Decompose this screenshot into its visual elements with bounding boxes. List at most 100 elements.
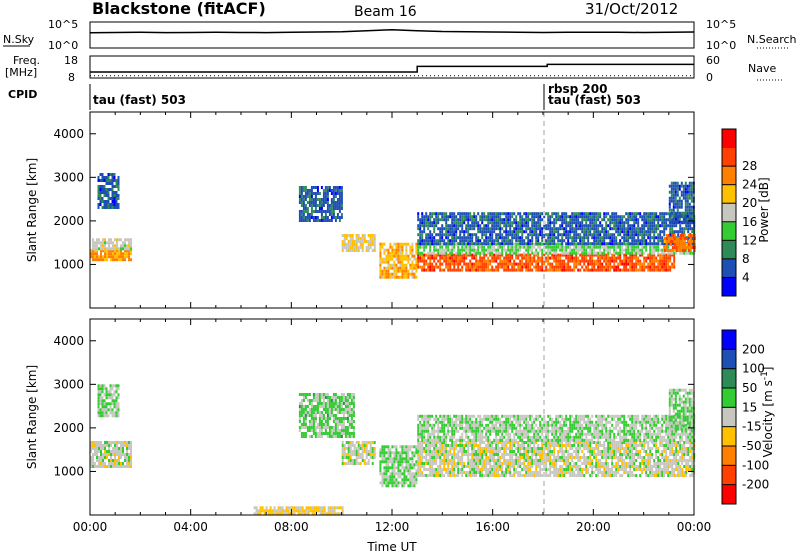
heatmap-cell	[443, 268, 446, 272]
heatmap-cell	[671, 237, 674, 240]
heatmap-cell	[457, 262, 460, 266]
heatmap-cell	[431, 441, 434, 444]
heatmap-cell	[312, 405, 315, 408]
heatmap-cell	[473, 456, 476, 459]
heatmap-cell	[413, 475, 416, 479]
heatmap-cell	[659, 262, 662, 266]
heatmap-cell	[617, 221, 620, 225]
heatmap-cell	[316, 192, 319, 195]
heatmap-cell	[306, 210, 309, 213]
heatmap-cell	[621, 230, 624, 234]
heatmap-cell	[310, 426, 313, 429]
heatmap-cell	[403, 484, 406, 488]
heatmap-cell	[340, 201, 343, 204]
heatmap-cell	[409, 263, 412, 267]
heatmap-cell	[563, 262, 566, 266]
heatmap-cell	[117, 197, 120, 200]
heatmap-cell	[385, 475, 388, 479]
heatmap-cell	[326, 201, 329, 204]
heatmap-cell	[433, 212, 436, 216]
heatmap-cell	[531, 256, 534, 260]
heatmap-cell	[445, 441, 448, 444]
heatmap-cell	[417, 459, 420, 462]
heatmap-cell	[383, 266, 386, 270]
heatmap-cell	[665, 212, 668, 216]
heatmap-cell	[495, 471, 498, 474]
heatmap-cell	[495, 212, 498, 216]
heatmap-cell	[575, 242, 578, 246]
heatmap-cell	[491, 236, 494, 240]
heatmap-cell	[343, 444, 346, 447]
heatmap-cell	[471, 239, 474, 243]
heatmap-cell	[397, 475, 400, 479]
heatmap-cell	[674, 202, 677, 206]
heatmap-cell	[403, 466, 406, 470]
heatmap-cell	[575, 239, 578, 243]
heatmap-cell	[631, 268, 634, 272]
heatmap-cell	[469, 251, 472, 255]
heatmap-cell	[575, 236, 578, 240]
heatmap-cell	[647, 221, 650, 225]
heatmap-cell	[503, 236, 506, 240]
heatmap-cell	[643, 256, 646, 260]
heatmap-cell	[101, 387, 104, 391]
heatmap-cell	[393, 478, 396, 482]
heatmap-cell	[393, 463, 396, 467]
heatmap-cell	[285, 512, 288, 516]
heatmap-cell	[316, 186, 319, 189]
heatmap-cell	[645, 242, 648, 246]
heatmap-cell	[439, 230, 442, 234]
heatmap-cell	[627, 218, 630, 222]
heatmap-cell	[497, 245, 500, 249]
heatmap-cell	[417, 227, 420, 231]
heatmap-cell	[529, 218, 532, 222]
heatmap-cell	[491, 218, 494, 222]
heatmap-cell	[601, 251, 604, 255]
heatmap-cell	[667, 262, 670, 266]
heatmap-cell	[690, 196, 693, 200]
heatmap-cell	[485, 265, 488, 269]
heatmap-cell	[115, 399, 118, 403]
heatmap-cell	[344, 399, 347, 402]
heatmap-cell	[425, 236, 428, 240]
heatmap-cell	[567, 236, 570, 240]
heatmap-cell	[655, 230, 658, 234]
heatmap-cell	[435, 245, 438, 249]
heatmap-cell	[581, 236, 584, 240]
heatmap-cell	[459, 459, 462, 462]
heatmap-cell	[308, 408, 311, 411]
heatmap-cell	[433, 471, 436, 474]
heatmap-cell	[367, 246, 370, 249]
heatmap-cell	[435, 256, 438, 260]
heatmap-cell	[104, 241, 106, 245]
heatmap-cell	[485, 239, 488, 243]
heatmap-cell	[517, 268, 520, 272]
heatmap-cell	[543, 233, 546, 237]
heatmap-cell	[409, 445, 412, 449]
heatmap-cell	[611, 233, 614, 237]
heatmap-cell	[639, 212, 642, 216]
heatmap-cell	[673, 259, 676, 263]
heatmap-cell	[124, 465, 126, 468]
heatmap-cell	[405, 463, 408, 467]
heatmap-cell	[537, 212, 540, 216]
heatmap-cell	[683, 237, 686, 240]
heatmap-cell	[589, 242, 592, 246]
heatmap-cell	[451, 453, 454, 456]
heatmap-cell	[489, 444, 492, 447]
heatmap-cell	[355, 453, 358, 456]
heatmap-cell	[665, 227, 668, 231]
heatmap-cell	[688, 205, 691, 209]
heatmap-cell	[613, 233, 616, 237]
heatmap-cell	[513, 242, 516, 246]
heatmap-cell	[302, 393, 305, 396]
heatmap-cell	[429, 268, 432, 272]
heatmap-cell	[555, 256, 558, 260]
heatmap-cell	[357, 249, 360, 252]
heatmap-cell	[579, 215, 582, 219]
heatmap-cell	[481, 242, 484, 246]
heatmap-cell	[415, 481, 418, 485]
heatmap-cell	[259, 512, 262, 516]
heatmap-cell	[499, 456, 502, 459]
heatmap-cell	[124, 444, 126, 447]
